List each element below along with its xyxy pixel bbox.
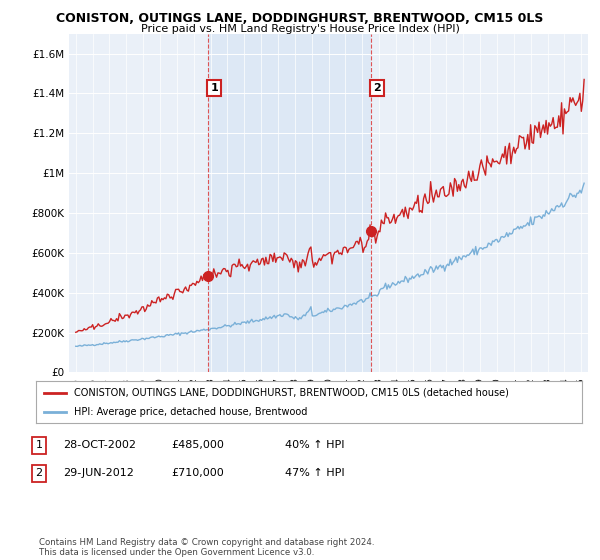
Text: 1: 1	[35, 440, 43, 450]
Text: Contains HM Land Registry data © Crown copyright and database right 2024.
This d: Contains HM Land Registry data © Crown c…	[39, 538, 374, 557]
Text: 2: 2	[35, 468, 43, 478]
Text: Price paid vs. HM Land Registry's House Price Index (HPI): Price paid vs. HM Land Registry's House …	[140, 24, 460, 34]
Bar	[208, 34, 371, 372]
Text: 1: 1	[210, 83, 218, 93]
Text: HPI: Average price, detached house, Brentwood: HPI: Average price, detached house, Bren…	[74, 407, 308, 417]
Text: 29-JUN-2012: 29-JUN-2012	[63, 468, 134, 478]
Text: £485,000: £485,000	[171, 440, 224, 450]
Text: 40% ↑ HPI: 40% ↑ HPI	[285, 440, 344, 450]
Text: £710,000: £710,000	[171, 468, 224, 478]
Text: 28-OCT-2002: 28-OCT-2002	[63, 440, 136, 450]
Text: 47% ↑ HPI: 47% ↑ HPI	[285, 468, 344, 478]
Text: CONISTON, OUTINGS LANE, DODDINGHURST, BRENTWOOD, CM15 0LS: CONISTON, OUTINGS LANE, DODDINGHURST, BR…	[56, 12, 544, 25]
Text: CONISTON, OUTINGS LANE, DODDINGHURST, BRENTWOOD, CM15 0LS (detached house): CONISTON, OUTINGS LANE, DODDINGHURST, BR…	[74, 388, 509, 398]
Text: 2: 2	[373, 83, 381, 93]
